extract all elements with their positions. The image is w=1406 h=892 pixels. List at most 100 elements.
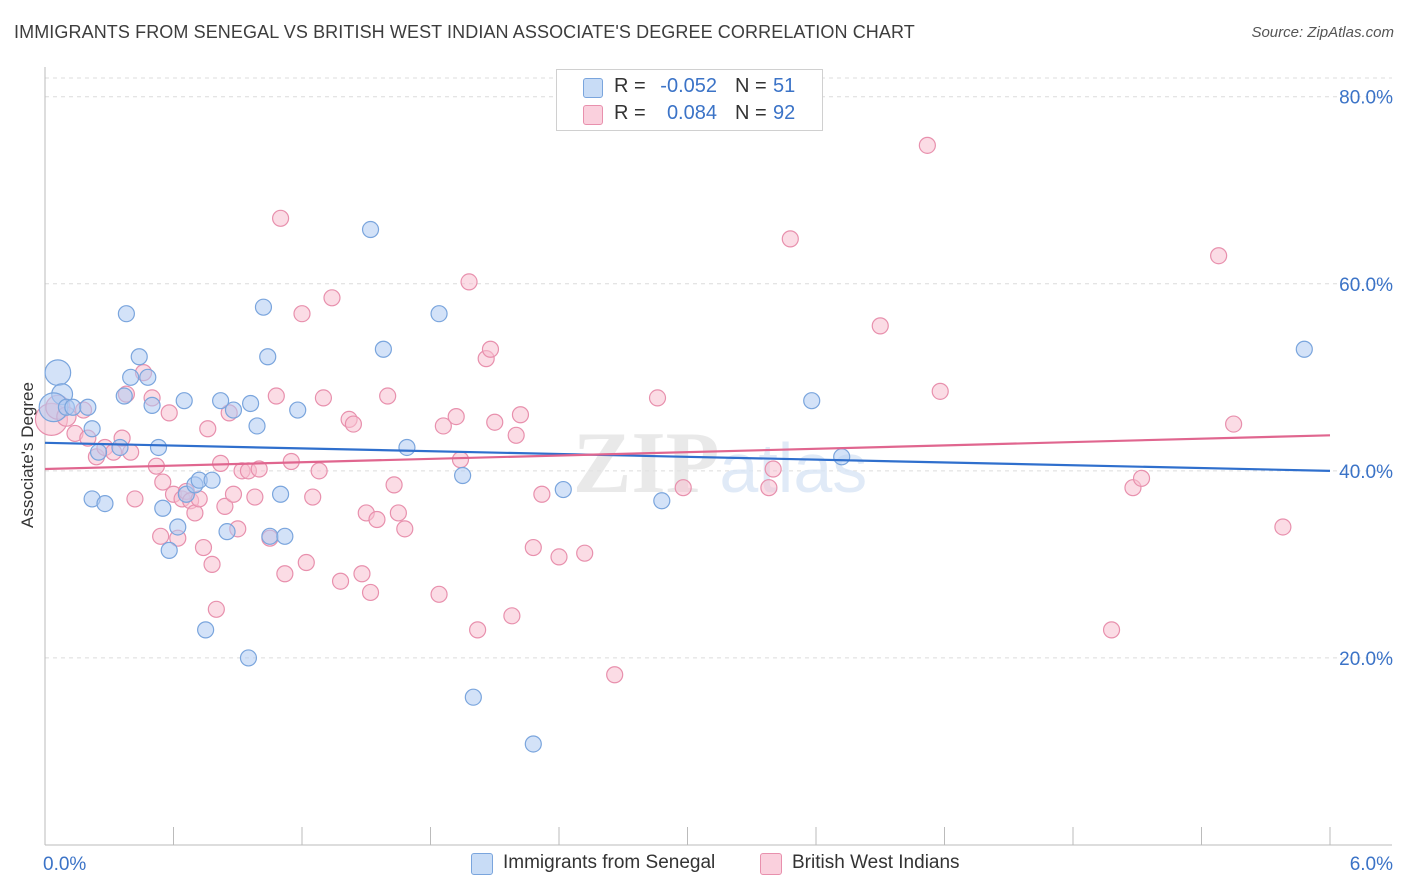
- senegal-point: [64, 398, 82, 416]
- bwi-point: [310, 462, 328, 480]
- bwi-point: [385, 476, 403, 494]
- bwi-point: [267, 387, 285, 405]
- bwi-point: [481, 340, 500, 358]
- bwi-point: [871, 317, 889, 335]
- senegal-point: [464, 688, 482, 706]
- senegal-point: [271, 485, 290, 503]
- chart-title: IMMIGRANTS FROM SENEGAL VS BRITISH WEST …: [14, 22, 915, 42]
- bwi-point: [271, 209, 290, 227]
- senegal-point: [79, 398, 97, 416]
- bwi-point: [203, 555, 221, 573]
- senegal-point: [197, 621, 215, 639]
- y-tick-label: 60.0%: [1339, 275, 1393, 296]
- y-tick-label: 40.0%: [1339, 462, 1393, 483]
- bwi-point: [1225, 415, 1243, 433]
- watermark-atlas: atlas: [719, 429, 867, 507]
- senegal-point: [454, 466, 472, 485]
- senegal-point: [44, 359, 72, 387]
- bwi-point: [606, 666, 624, 684]
- x-tick-label: 6.0%: [1350, 854, 1393, 875]
- legend-row-senegal: R = -0.052 N = 51: [557, 73, 822, 101]
- grid-lines: [45, 77, 1392, 659]
- legend-r-value: -0.052: [660, 75, 717, 97]
- bwi-point: [447, 408, 465, 426]
- bwi-point: [1132, 469, 1151, 487]
- y-tick-label: 80.0%: [1339, 88, 1393, 109]
- bwi-point: [460, 273, 478, 291]
- legend-label: British West Indians: [792, 852, 960, 873]
- legend-n-value: 51: [773, 75, 796, 97]
- senegal-point: [160, 541, 178, 559]
- legend-swatch-pink: [760, 853, 782, 875]
- senegal-point: [1295, 340, 1313, 358]
- bwi-point: [379, 387, 397, 405]
- senegal-point: [361, 220, 380, 239]
- senegal-point: [218, 523, 236, 541]
- senegal-point: [524, 735, 542, 753]
- bwi-point: [344, 415, 362, 433]
- bwi-point: [207, 600, 225, 618]
- legend-row-bwi: R = 0.084 N = 92: [557, 100, 822, 128]
- senegal-point: [122, 368, 140, 386]
- bwi-point: [389, 504, 407, 522]
- bwi-point: [434, 417, 452, 435]
- senegal-point: [139, 368, 157, 386]
- bwi-point: [511, 406, 530, 424]
- senegal-point: [154, 499, 172, 517]
- bwi-point: [250, 460, 268, 478]
- senegal-point: [224, 401, 243, 419]
- senegal-point: [83, 420, 101, 438]
- bwi-point: [430, 585, 448, 603]
- senegal-point: [289, 401, 307, 419]
- bwi-point: [297, 553, 315, 572]
- tick-labels: 20.0% 40.0% 60.0% 80.0% 0.0% 6.0%: [43, 88, 1393, 875]
- legend-swatch-pink: [583, 105, 603, 125]
- y-tick-label: 20.0%: [1339, 649, 1393, 670]
- bwi-point: [154, 473, 172, 491]
- chart-source: Source: ZipAtlas.com: [1251, 24, 1394, 41]
- senegal-trend-line: [44, 441, 1331, 472]
- senegal-point: [276, 527, 294, 545]
- bwi-point: [314, 389, 333, 407]
- senegal-point: [248, 417, 266, 435]
- bwi-point: [764, 460, 782, 478]
- bwi-point: [323, 289, 341, 307]
- bwi-point: [126, 490, 144, 508]
- bwi-point: [469, 621, 487, 639]
- legend-r-label: R =: [614, 102, 646, 124]
- legend-r-value: 0.084: [666, 102, 717, 124]
- bwi-point: [276, 565, 294, 583]
- senegal-point: [169, 518, 187, 536]
- legend-swatch-blue: [583, 78, 603, 98]
- senegal-point: [203, 471, 221, 489]
- bwi-point: [224, 485, 243, 503]
- senegal-point: [117, 305, 135, 323]
- bwi-point: [503, 607, 521, 625]
- bwi-point: [760, 479, 778, 497]
- senegal-point: [254, 298, 273, 316]
- bwi-point: [648, 389, 667, 407]
- legend-r-label: R =: [614, 75, 646, 97]
- senegal-point: [96, 494, 114, 513]
- data-points: [34, 136, 1313, 753]
- senegal-point: [115, 387, 133, 405]
- legend-n-label: N =: [735, 75, 767, 97]
- bwi-point: [194, 538, 213, 557]
- senegal-point: [130, 348, 148, 366]
- senegal-point: [259, 348, 277, 366]
- senegal-point: [554, 480, 572, 499]
- senegal-point: [242, 394, 260, 413]
- senegal-point: [430, 305, 448, 323]
- legend-n-value: 92: [773, 102, 796, 124]
- senegal-point: [212, 392, 230, 410]
- bwi-point: [199, 420, 217, 438]
- bwi-point: [368, 510, 386, 529]
- bwi-point: [246, 488, 264, 506]
- bwi-point: [533, 485, 551, 503]
- bwi-point: [486, 413, 504, 431]
- bwi-point: [353, 565, 371, 583]
- trend-lines: [44, 434, 1331, 472]
- senegal-point: [833, 448, 851, 466]
- legend-swatch-blue: [471, 853, 493, 875]
